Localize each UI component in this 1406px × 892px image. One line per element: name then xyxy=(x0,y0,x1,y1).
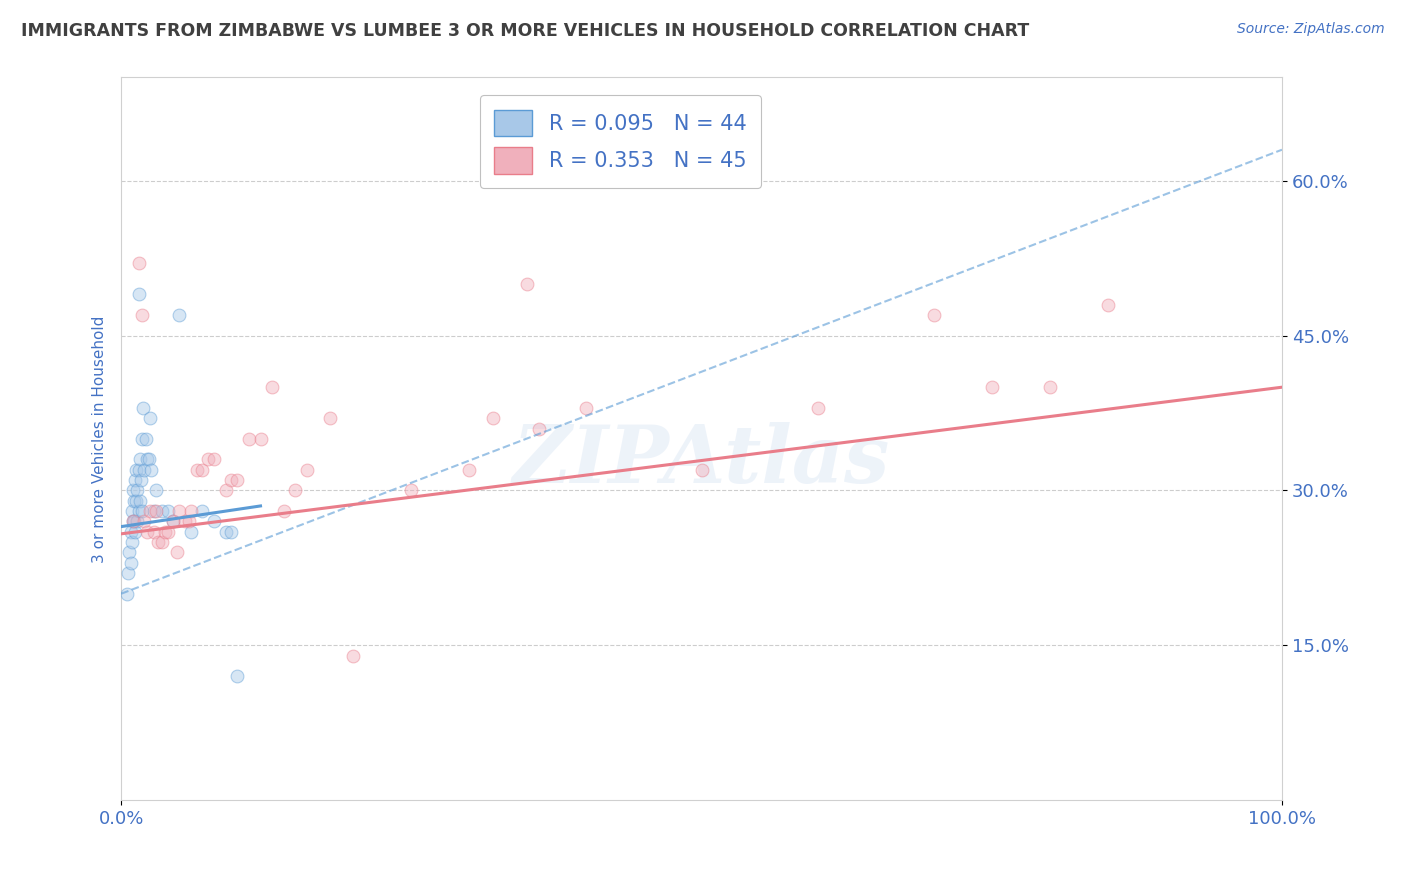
Point xyxy=(128,463,150,477)
Point xyxy=(342,648,364,663)
Point xyxy=(148,535,170,549)
Point xyxy=(128,287,150,301)
Point xyxy=(202,515,225,529)
Point xyxy=(120,556,142,570)
Point xyxy=(221,524,243,539)
Point xyxy=(273,504,295,518)
Point xyxy=(134,515,156,529)
Text: ZIPAtlas: ZIPAtlas xyxy=(513,422,890,500)
Point xyxy=(135,452,157,467)
Point xyxy=(1097,297,1119,311)
Point xyxy=(295,463,318,477)
Point xyxy=(127,483,149,498)
Text: IMMIGRANTS FROM ZIMBABWE VS LUMBEE 3 OR MORE VEHICLES IN HOUSEHOLD CORRELATION C: IMMIGRANTS FROM ZIMBABWE VS LUMBEE 3 OR … xyxy=(21,22,1029,40)
Point xyxy=(1039,380,1062,394)
Point xyxy=(167,504,190,518)
Point xyxy=(135,524,157,539)
Point xyxy=(262,380,284,394)
Point xyxy=(131,308,153,322)
Y-axis label: 3 or more Vehicles in Household: 3 or more Vehicles in Household xyxy=(93,315,107,563)
Point xyxy=(131,504,153,518)
Point xyxy=(141,463,163,477)
Point xyxy=(458,463,481,477)
Point xyxy=(138,452,160,467)
Point xyxy=(226,473,249,487)
Point xyxy=(145,504,167,518)
Point xyxy=(156,524,179,539)
Point xyxy=(124,524,146,539)
Point xyxy=(117,566,139,580)
Point xyxy=(122,493,145,508)
Point xyxy=(118,545,141,559)
Point xyxy=(481,411,503,425)
Point xyxy=(142,524,165,539)
Point xyxy=(127,515,149,529)
Point xyxy=(132,401,155,415)
Point xyxy=(142,504,165,518)
Point xyxy=(120,524,142,539)
Point xyxy=(180,504,202,518)
Point xyxy=(166,545,188,559)
Point xyxy=(156,504,179,518)
Point xyxy=(516,277,538,291)
Point xyxy=(135,432,157,446)
Point xyxy=(124,473,146,487)
Point xyxy=(215,483,238,498)
Point xyxy=(162,515,184,529)
Point xyxy=(226,669,249,683)
Point xyxy=(115,587,138,601)
Point xyxy=(145,483,167,498)
Point xyxy=(121,515,143,529)
Point xyxy=(139,411,162,425)
Point xyxy=(167,308,190,322)
Point xyxy=(191,463,214,477)
Point xyxy=(139,504,162,518)
Point xyxy=(150,504,173,518)
Point xyxy=(122,515,145,529)
Point xyxy=(121,515,143,529)
Point xyxy=(121,504,143,518)
Text: Source: ZipAtlas.com: Source: ZipAtlas.com xyxy=(1237,22,1385,37)
Point xyxy=(128,493,150,508)
Point xyxy=(807,401,830,415)
Point xyxy=(690,463,713,477)
Point xyxy=(125,493,148,508)
Point xyxy=(401,483,423,498)
Point xyxy=(128,452,150,467)
Point xyxy=(180,524,202,539)
Point xyxy=(191,504,214,518)
Point xyxy=(162,515,184,529)
Point xyxy=(221,473,243,487)
Point xyxy=(574,401,596,415)
Point xyxy=(177,515,200,529)
Point xyxy=(121,535,143,549)
Point xyxy=(922,308,945,322)
Point xyxy=(128,256,150,270)
Point xyxy=(980,380,1002,394)
Point xyxy=(186,463,208,477)
Point xyxy=(284,483,307,498)
Point xyxy=(129,473,152,487)
Point xyxy=(319,411,342,425)
Point xyxy=(174,515,197,529)
Legend: R = 0.095   N = 44, R = 0.353   N = 45: R = 0.095 N = 44, R = 0.353 N = 45 xyxy=(479,95,761,188)
Point xyxy=(125,463,148,477)
Point xyxy=(131,432,153,446)
Point xyxy=(121,483,143,498)
Point xyxy=(249,432,271,446)
Point xyxy=(238,432,260,446)
Point xyxy=(150,535,173,549)
Point xyxy=(202,452,225,467)
Point xyxy=(134,463,156,477)
Point xyxy=(215,524,238,539)
Point xyxy=(128,504,150,518)
Point xyxy=(527,421,550,435)
Point xyxy=(155,524,177,539)
Point xyxy=(197,452,219,467)
